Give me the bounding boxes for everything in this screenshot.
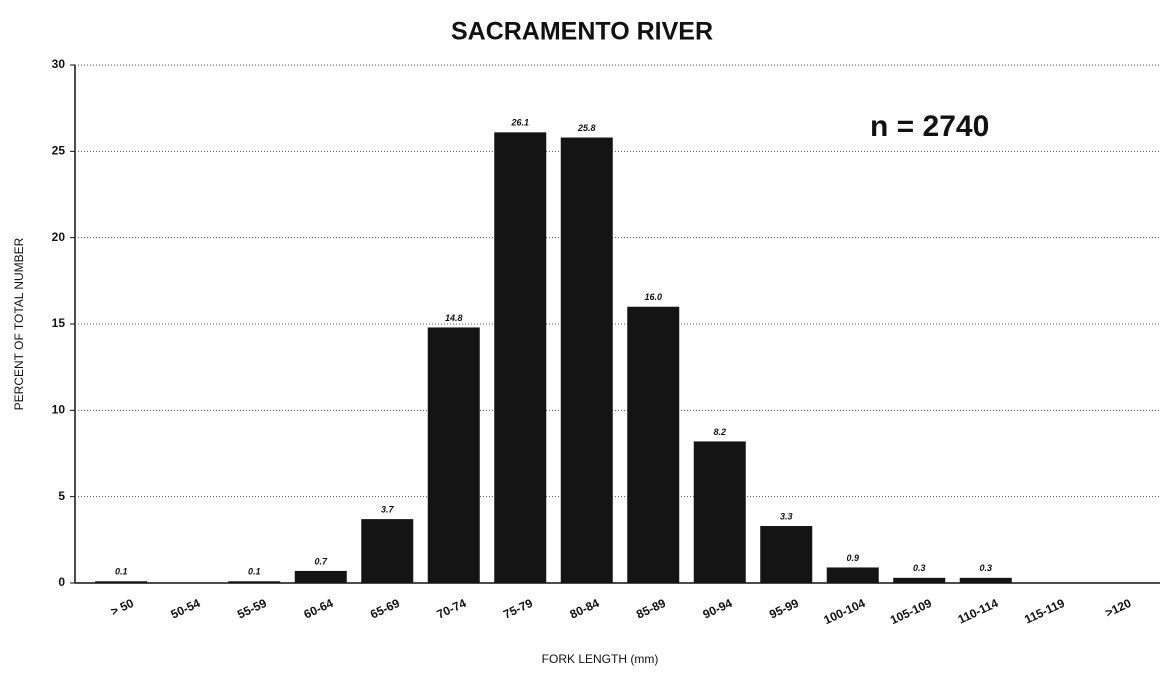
- y-tick-label: 5: [58, 489, 65, 503]
- value-label: 0.7: [314, 556, 328, 566]
- value-label: 8.2: [713, 427, 726, 437]
- bar: [760, 526, 813, 583]
- bar: [95, 581, 148, 583]
- value-label: 0.9: [846, 553, 859, 563]
- bar: [494, 132, 547, 583]
- bar: [294, 570, 347, 583]
- value-label: 0.1: [248, 567, 261, 577]
- bar: [693, 441, 746, 583]
- value-label: 3.3: [780, 511, 793, 521]
- x-tick-label: 115-119: [1022, 596, 1067, 627]
- x-tick-label: >120: [1103, 596, 1134, 620]
- bar: [560, 137, 613, 583]
- x-tick-label: 50-54: [169, 596, 203, 622]
- x-tick-label: 80-84: [568, 596, 602, 622]
- x-tick-label: 65-69: [368, 596, 402, 622]
- bar: [228, 581, 281, 583]
- x-tick-label: 110-114: [956, 596, 1001, 627]
- bar: [361, 519, 414, 583]
- chart-title: SACRAMENTO RIVER: [451, 18, 713, 46]
- x-tick-label: 70-74: [435, 596, 469, 622]
- y-tick-label: 30: [52, 57, 66, 71]
- y-tick-label: 25: [52, 144, 66, 158]
- y-tick-label: 0: [58, 575, 65, 589]
- x-tick-label: 100-104: [822, 596, 868, 627]
- value-label: 0.1: [115, 567, 128, 577]
- y-tick-label: 20: [52, 230, 66, 244]
- annotation: n = 2740: [870, 110, 989, 143]
- y-tick-label: 15: [52, 316, 66, 330]
- x-tick-label: 90-94: [701, 596, 735, 622]
- value-label: 3.7: [381, 504, 395, 514]
- value-label: 25.8: [577, 123, 596, 133]
- bar: [959, 577, 1012, 583]
- bar: [893, 577, 946, 583]
- value-label: 0.3: [979, 563, 992, 573]
- x-tick-label: 75-79: [501, 596, 535, 622]
- x-tick-label: 95-99: [767, 596, 801, 622]
- x-axis-label: FORK LENGTH (mm): [542, 652, 659, 666]
- value-label: 14.8: [445, 313, 463, 323]
- x-tick-label: 105-109: [888, 596, 934, 627]
- value-label: 16.0: [644, 292, 662, 302]
- y-tick-label: 10: [52, 403, 66, 417]
- x-tick-label: 85-89: [634, 596, 668, 622]
- bar: [826, 567, 879, 583]
- x-tick-label: 55-59: [235, 596, 269, 622]
- x-tick-label: 60-64: [302, 596, 336, 622]
- value-label: 0.3: [913, 563, 926, 573]
- bar: [427, 327, 480, 583]
- bar: [627, 306, 680, 583]
- x-tick-label: > 50: [108, 596, 136, 619]
- value-label: 26.1: [510, 118, 529, 128]
- y-axis-label: PERCENT OF TOTAL NUMBER: [12, 237, 26, 410]
